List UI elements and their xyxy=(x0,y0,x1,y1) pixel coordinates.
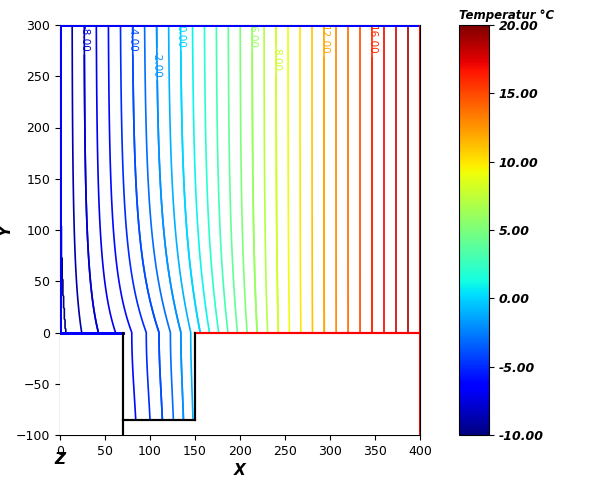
Text: 8.00: 8.00 xyxy=(271,48,281,72)
Text: 16.00: 16.00 xyxy=(367,24,377,54)
Text: X: X xyxy=(234,462,246,477)
Bar xyxy=(195,332,420,435)
Text: Z: Z xyxy=(55,452,65,468)
Text: 0.00: 0.00 xyxy=(176,25,186,48)
Text: -2.00: -2.00 xyxy=(152,50,162,78)
Text: 6.00: 6.00 xyxy=(247,25,257,48)
Text: -4.00: -4.00 xyxy=(128,25,138,52)
Y-axis label: Y: Y xyxy=(0,224,13,235)
Bar xyxy=(123,420,195,435)
Text: 12.00: 12.00 xyxy=(319,24,329,54)
Text: -8.00: -8.00 xyxy=(79,25,89,52)
Bar xyxy=(60,332,123,435)
Text: Temperatur °C: Temperatur °C xyxy=(459,10,554,22)
